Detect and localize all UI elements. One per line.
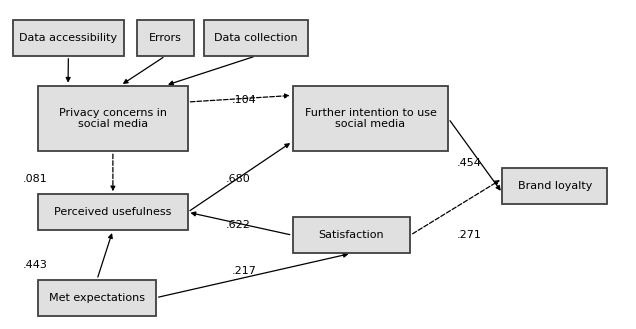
Text: Data accessibility: Data accessibility <box>19 33 118 43</box>
FancyBboxPatch shape <box>204 20 308 56</box>
Text: Satisfaction: Satisfaction <box>319 230 384 240</box>
Text: .680: .680 <box>226 174 251 184</box>
FancyBboxPatch shape <box>13 20 124 56</box>
Text: Brand loyalty: Brand loyalty <box>518 181 592 191</box>
FancyBboxPatch shape <box>293 217 410 253</box>
Text: .081: .081 <box>22 174 47 184</box>
Text: Data collection: Data collection <box>214 33 298 43</box>
Text: Perceived usefulness: Perceived usefulness <box>54 207 172 217</box>
FancyBboxPatch shape <box>38 280 156 316</box>
FancyBboxPatch shape <box>137 20 194 56</box>
Text: Privacy concerns in
social media: Privacy concerns in social media <box>59 108 167 129</box>
FancyBboxPatch shape <box>502 168 607 204</box>
FancyBboxPatch shape <box>38 194 188 230</box>
Text: .443: .443 <box>22 260 47 270</box>
FancyBboxPatch shape <box>293 86 448 151</box>
Text: Further intention to use
social media: Further intention to use social media <box>305 108 436 129</box>
Text: .217: .217 <box>232 266 257 276</box>
Text: .271: .271 <box>457 230 481 240</box>
FancyBboxPatch shape <box>38 86 188 151</box>
Text: Met expectations: Met expectations <box>49 293 145 303</box>
Text: .104: .104 <box>232 95 257 105</box>
Text: Errors: Errors <box>149 33 182 43</box>
Text: .622: .622 <box>226 220 251 230</box>
Text: .454: .454 <box>457 158 481 168</box>
